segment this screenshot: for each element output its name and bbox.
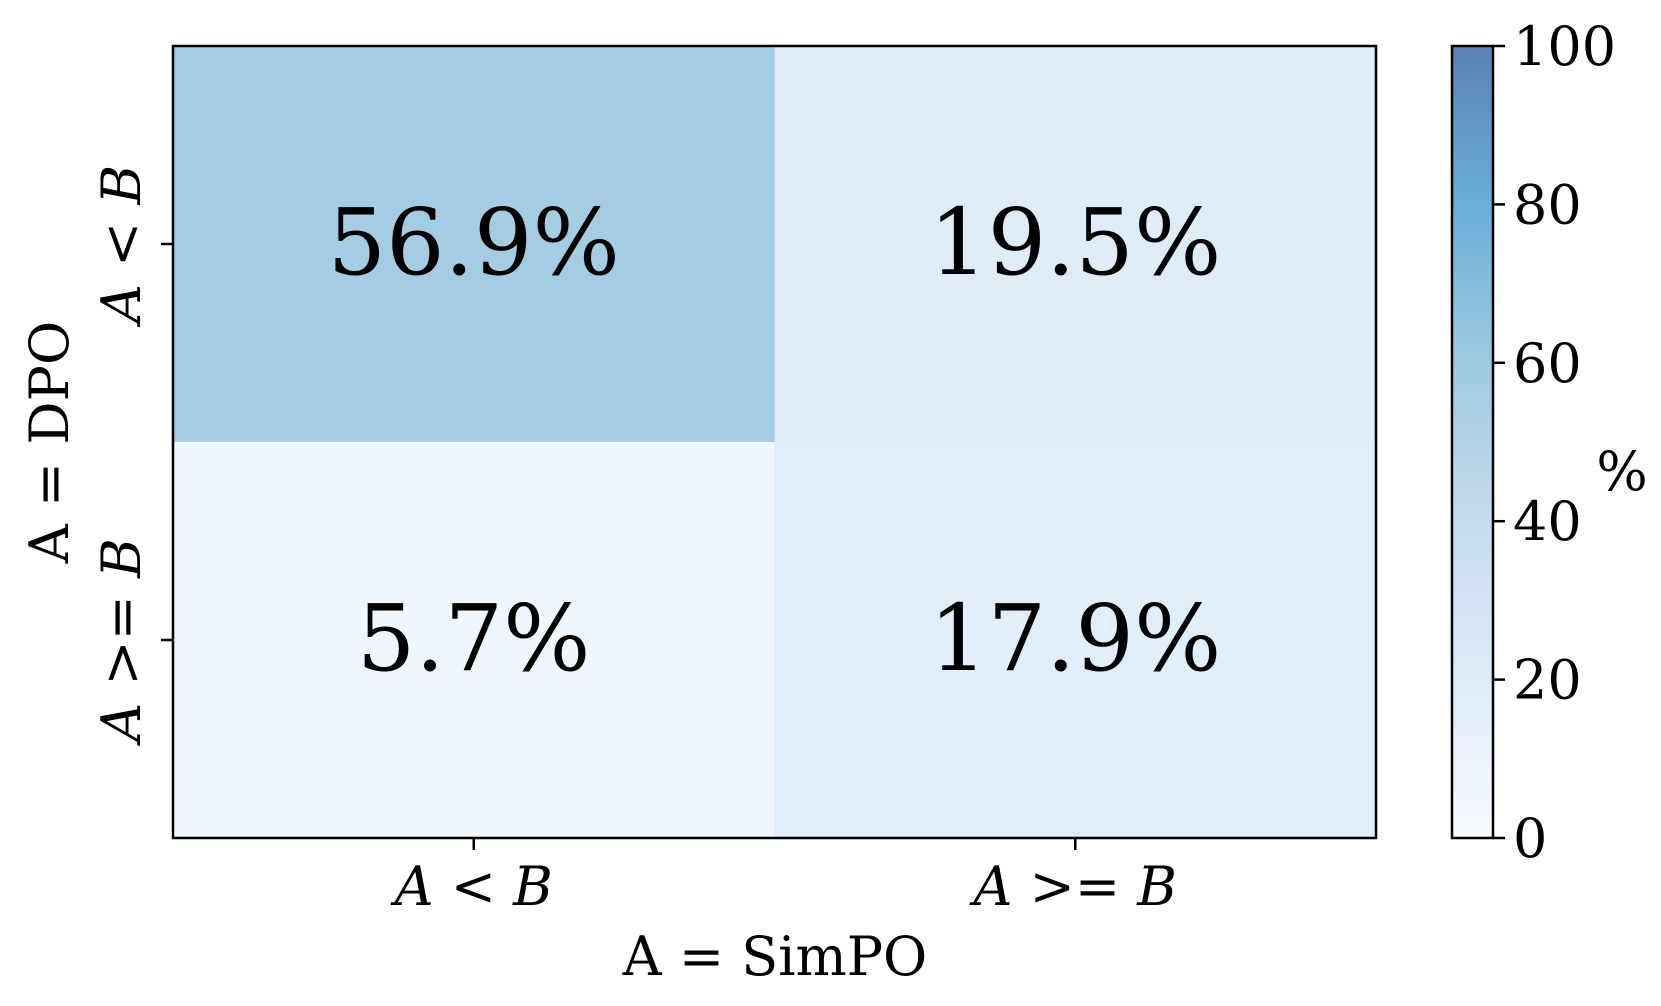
y-tick-label: A < B bbox=[90, 165, 153, 328]
heatmap-cells: 56.9% 19.5% 5.7% 17.9% bbox=[173, 46, 1377, 839]
plot-frame bbox=[171, 44, 1378, 840]
colorbar-tick-label: 0 bbox=[1513, 807, 1547, 870]
cell-value-label: 17.9% bbox=[929, 585, 1221, 692]
cell-value-label: 5.7% bbox=[357, 585, 591, 692]
heatmap-cell bbox=[173, 46, 775, 443]
colorbar bbox=[1450, 44, 1495, 840]
colorbar-tick-label: 40 bbox=[1513, 490, 1582, 553]
colorbar-label: % bbox=[1596, 440, 1647, 503]
x-ticks: A < B A >= B bbox=[390, 838, 1177, 918]
colorbar-tick-label: 100 bbox=[1513, 15, 1616, 78]
cell-value-label: 56.9% bbox=[328, 189, 620, 296]
colorbar-ticks: 0 20 40 60 80 100 bbox=[1493, 15, 1616, 870]
x-axis-label: A = SimPO bbox=[622, 925, 928, 988]
heatmap-cell bbox=[774, 442, 1377, 839]
x-tick-label: A >= B bbox=[968, 855, 1177, 918]
y-ticks: A < B A >= B bbox=[90, 165, 173, 747]
colorbar-tick-label: 60 bbox=[1513, 332, 1582, 395]
y-tick-label: A >= B bbox=[90, 538, 153, 747]
heatmap-cell bbox=[774, 46, 1377, 443]
x-tick-label: A < B bbox=[390, 855, 553, 918]
colorbar-tick-label: 20 bbox=[1513, 649, 1582, 712]
cell-value-label: 19.5% bbox=[929, 189, 1221, 296]
heatmap-cell bbox=[173, 442, 775, 839]
colorbar-tick-label: 80 bbox=[1513, 173, 1582, 236]
y-axis-label: A = DPO bbox=[18, 321, 81, 564]
